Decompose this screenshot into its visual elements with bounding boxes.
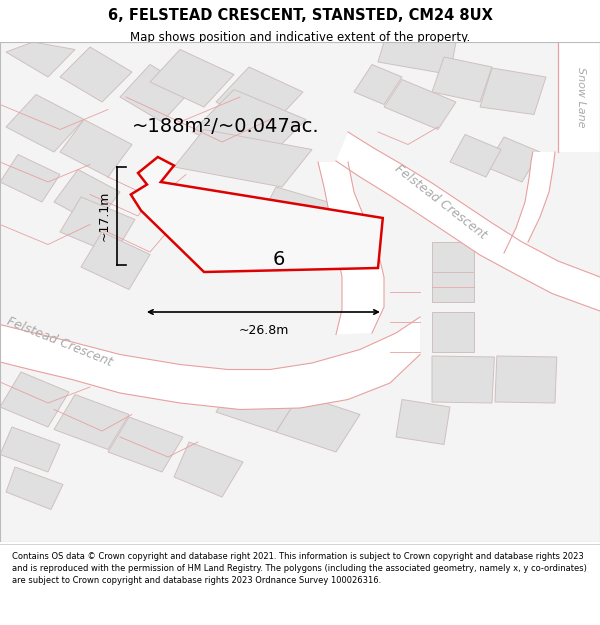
Polygon shape (486, 137, 540, 182)
Polygon shape (258, 187, 345, 242)
Polygon shape (174, 442, 243, 497)
Text: 6: 6 (273, 250, 285, 269)
Text: Map shows position and indicative extent of the property.: Map shows position and indicative extent… (130, 31, 470, 44)
Polygon shape (54, 169, 120, 224)
Polygon shape (378, 42, 456, 74)
Polygon shape (174, 129, 312, 187)
Text: Felstead Crescent: Felstead Crescent (5, 315, 115, 369)
Polygon shape (432, 312, 474, 352)
Polygon shape (0, 317, 420, 409)
Text: Snow Lane: Snow Lane (576, 67, 586, 128)
Polygon shape (450, 134, 501, 177)
Text: Felstead Crescent: Felstead Crescent (392, 162, 490, 242)
Polygon shape (6, 467, 63, 509)
Polygon shape (216, 374, 300, 432)
Polygon shape (0, 372, 69, 427)
Polygon shape (480, 68, 546, 114)
Polygon shape (558, 42, 600, 152)
Polygon shape (504, 152, 555, 253)
Polygon shape (60, 47, 132, 102)
Polygon shape (336, 132, 600, 311)
Polygon shape (432, 356, 494, 403)
Polygon shape (0, 42, 600, 542)
Polygon shape (354, 64, 402, 104)
Polygon shape (120, 64, 192, 122)
Polygon shape (432, 57, 492, 102)
Polygon shape (0, 427, 60, 472)
Text: ~17.1m: ~17.1m (98, 191, 111, 241)
Polygon shape (432, 242, 474, 272)
Polygon shape (192, 89, 306, 162)
Polygon shape (495, 356, 557, 403)
Polygon shape (432, 272, 474, 302)
Text: Contains OS data © Crown copyright and database right 2021. This information is : Contains OS data © Crown copyright and d… (12, 552, 587, 584)
Polygon shape (276, 394, 360, 452)
Polygon shape (150, 49, 234, 107)
Polygon shape (108, 417, 183, 472)
Polygon shape (396, 399, 450, 444)
Text: ~188m²/~0.047ac.: ~188m²/~0.047ac. (132, 118, 320, 136)
Polygon shape (318, 162, 384, 334)
Text: ~26.8m: ~26.8m (238, 324, 289, 338)
Polygon shape (384, 79, 456, 129)
Text: 6, FELSTEAD CRESCENT, STANSTED, CM24 8UX: 6, FELSTEAD CRESCENT, STANSTED, CM24 8UX (107, 8, 493, 23)
Polygon shape (131, 157, 383, 272)
Polygon shape (54, 394, 129, 449)
Polygon shape (0, 154, 60, 202)
Polygon shape (81, 232, 150, 289)
Polygon shape (60, 197, 135, 254)
Polygon shape (6, 42, 75, 77)
Polygon shape (6, 94, 84, 152)
Polygon shape (60, 119, 132, 177)
Polygon shape (216, 67, 303, 127)
